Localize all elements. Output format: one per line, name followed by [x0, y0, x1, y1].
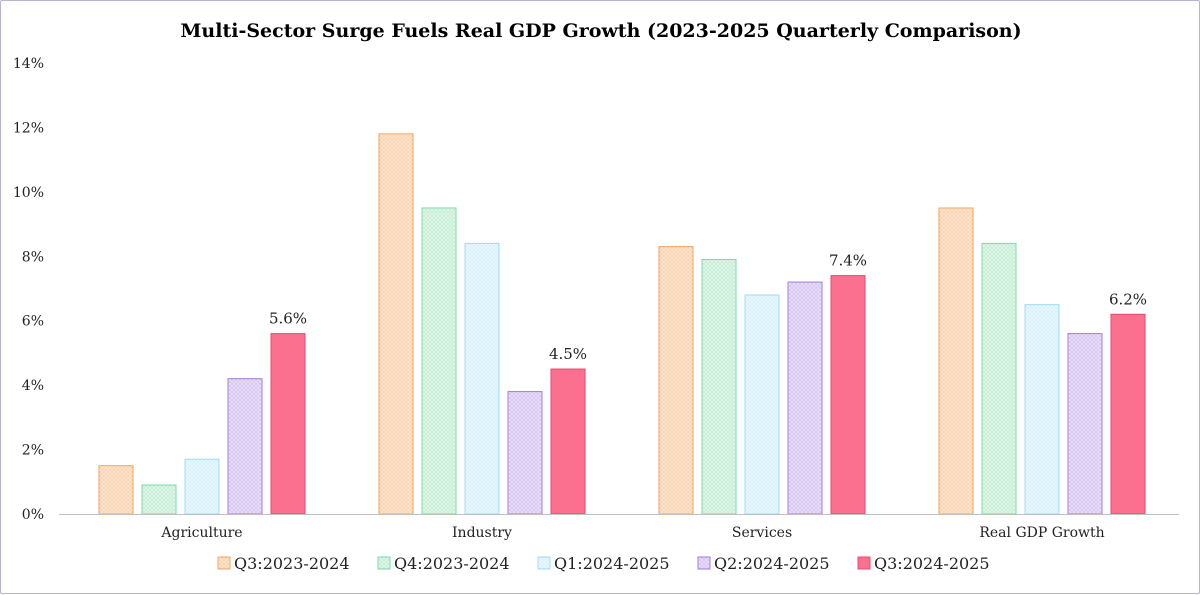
bar-2-0: [658, 246, 694, 515]
legend-swatch: [377, 556, 391, 570]
bar-2-4: [830, 275, 866, 515]
legend-swatch: [857, 556, 871, 570]
category-label: Agriculture: [160, 525, 242, 541]
bar-3-1: [981, 242, 1017, 515]
data-label: 5.6%: [269, 310, 307, 328]
bar-3-4: [1110, 313, 1146, 515]
y-tick-label: 12%: [13, 120, 44, 136]
bar-1-4: [550, 368, 586, 515]
data-label: 6.2%: [1109, 290, 1147, 308]
bar-2-2: [744, 294, 780, 515]
data-label: 4.5%: [549, 345, 587, 363]
bar-0-2: [184, 458, 220, 515]
bar-0-0: [98, 465, 134, 515]
category-label: Industry: [452, 525, 512, 541]
bar-1-3: [507, 391, 543, 515]
bar-2-3: [787, 281, 823, 515]
legend-item: Q3:2023-2024: [217, 554, 350, 573]
legend-item: Q4:2023-2024: [377, 554, 510, 573]
bar-0-3: [227, 378, 263, 515]
legend-label: Q4:2023-2024: [394, 554, 510, 573]
legend-swatch: [537, 556, 551, 570]
legend-item: Q1:2024-2025: [537, 554, 670, 573]
y-axis: 0% 2% 4% 6% 8% 10% 12% 14%: [13, 56, 44, 523]
bar-1-0: [378, 133, 414, 515]
y-tick-label: 10%: [13, 185, 44, 201]
bar-1-2: [464, 242, 500, 515]
legend: Q3:2023-2024 Q4:2023-2024 Q1:2024-2025 Q2:2…: [217, 554, 990, 573]
y-tick-label: 8%: [22, 249, 44, 265]
bar-3-3: [1067, 333, 1103, 515]
legend-item: Q2:2024-2025: [697, 554, 830, 573]
legend-label: Q2:2024-2025: [714, 554, 830, 573]
bars: [98, 133, 1146, 515]
category-label: Real GDP Growth: [979, 525, 1104, 541]
legend-swatch: [217, 556, 231, 570]
y-tick-label: 2%: [22, 443, 44, 459]
bar-2-1: [701, 259, 737, 515]
x-axis: Agriculture Industry Services Real GDP Grow…: [59, 514, 1179, 541]
legend-label: Q3:2023-2024: [234, 554, 350, 573]
bar-3-0: [938, 207, 974, 515]
legend-item: Q3:2024-2025: [857, 554, 990, 573]
y-tick-label: 4%: [22, 378, 44, 394]
chart-title: Multi-Sector Surge Fuels Real GDP Growth…: [180, 20, 1021, 42]
legend-swatch: [697, 556, 711, 570]
bar-0-1: [141, 484, 177, 515]
legend-label: Q3:2024-2025: [874, 554, 990, 573]
bar-3-2: [1024, 304, 1060, 515]
y-tick-label: 6%: [22, 314, 44, 330]
y-tick-label: 0%: [22, 507, 44, 523]
bar-0-4: [270, 333, 306, 515]
y-tick-label: 14%: [13, 56, 44, 72]
bar-1-1: [421, 207, 457, 515]
category-label: Services: [732, 525, 792, 541]
data-labels: 5.6% 4.5% 7.4% 6.2%: [269, 252, 1147, 363]
data-label: 7.4%: [829, 252, 867, 270]
legend-label: Q1:2024-2025: [554, 554, 670, 573]
